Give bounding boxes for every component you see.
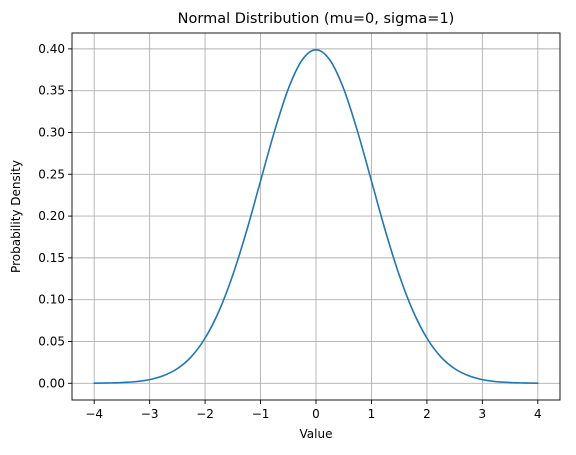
x-tick-label: −4: [85, 407, 103, 421]
series-layer: [93, 49, 539, 384]
y-tick-label: 0.40: [38, 42, 65, 56]
x-tick-label: 3: [479, 407, 487, 421]
y-tick-label: 0.15: [38, 251, 65, 265]
series-line: [93, 49, 539, 384]
y-tick-label: 0.20: [38, 209, 65, 223]
y-tick-label: 0.05: [38, 334, 65, 348]
ticks: −4 −3 −2 −1 0 1 2 3 4 0.00 0.05 0.10 0.15 0.20 0.25 0.3…: [38, 42, 541, 421]
x-tick-label: 4: [534, 407, 542, 421]
y-tick-label: 0.00: [38, 376, 65, 390]
x-tick-label: 1: [368, 407, 376, 421]
x-tick-label: −2: [196, 407, 214, 421]
grid: [72, 33, 560, 400]
x-axis-label: Value: [300, 427, 333, 441]
y-tick-label: 0.35: [38, 84, 65, 98]
chart-title: Normal Distribution (mu=0, sigma=1): [178, 11, 455, 27]
x-tick-label: 0: [312, 407, 320, 421]
y-axis-label: Probability Density: [9, 160, 23, 273]
x-tick-label: 2: [423, 407, 431, 421]
y-tick-label: 0.25: [38, 167, 65, 181]
y-tick-label: 0.10: [38, 293, 65, 307]
y-tick-label: 0.30: [38, 125, 65, 139]
x-tick-label: −1: [252, 407, 270, 421]
x-tick-label: −3: [141, 407, 159, 421]
